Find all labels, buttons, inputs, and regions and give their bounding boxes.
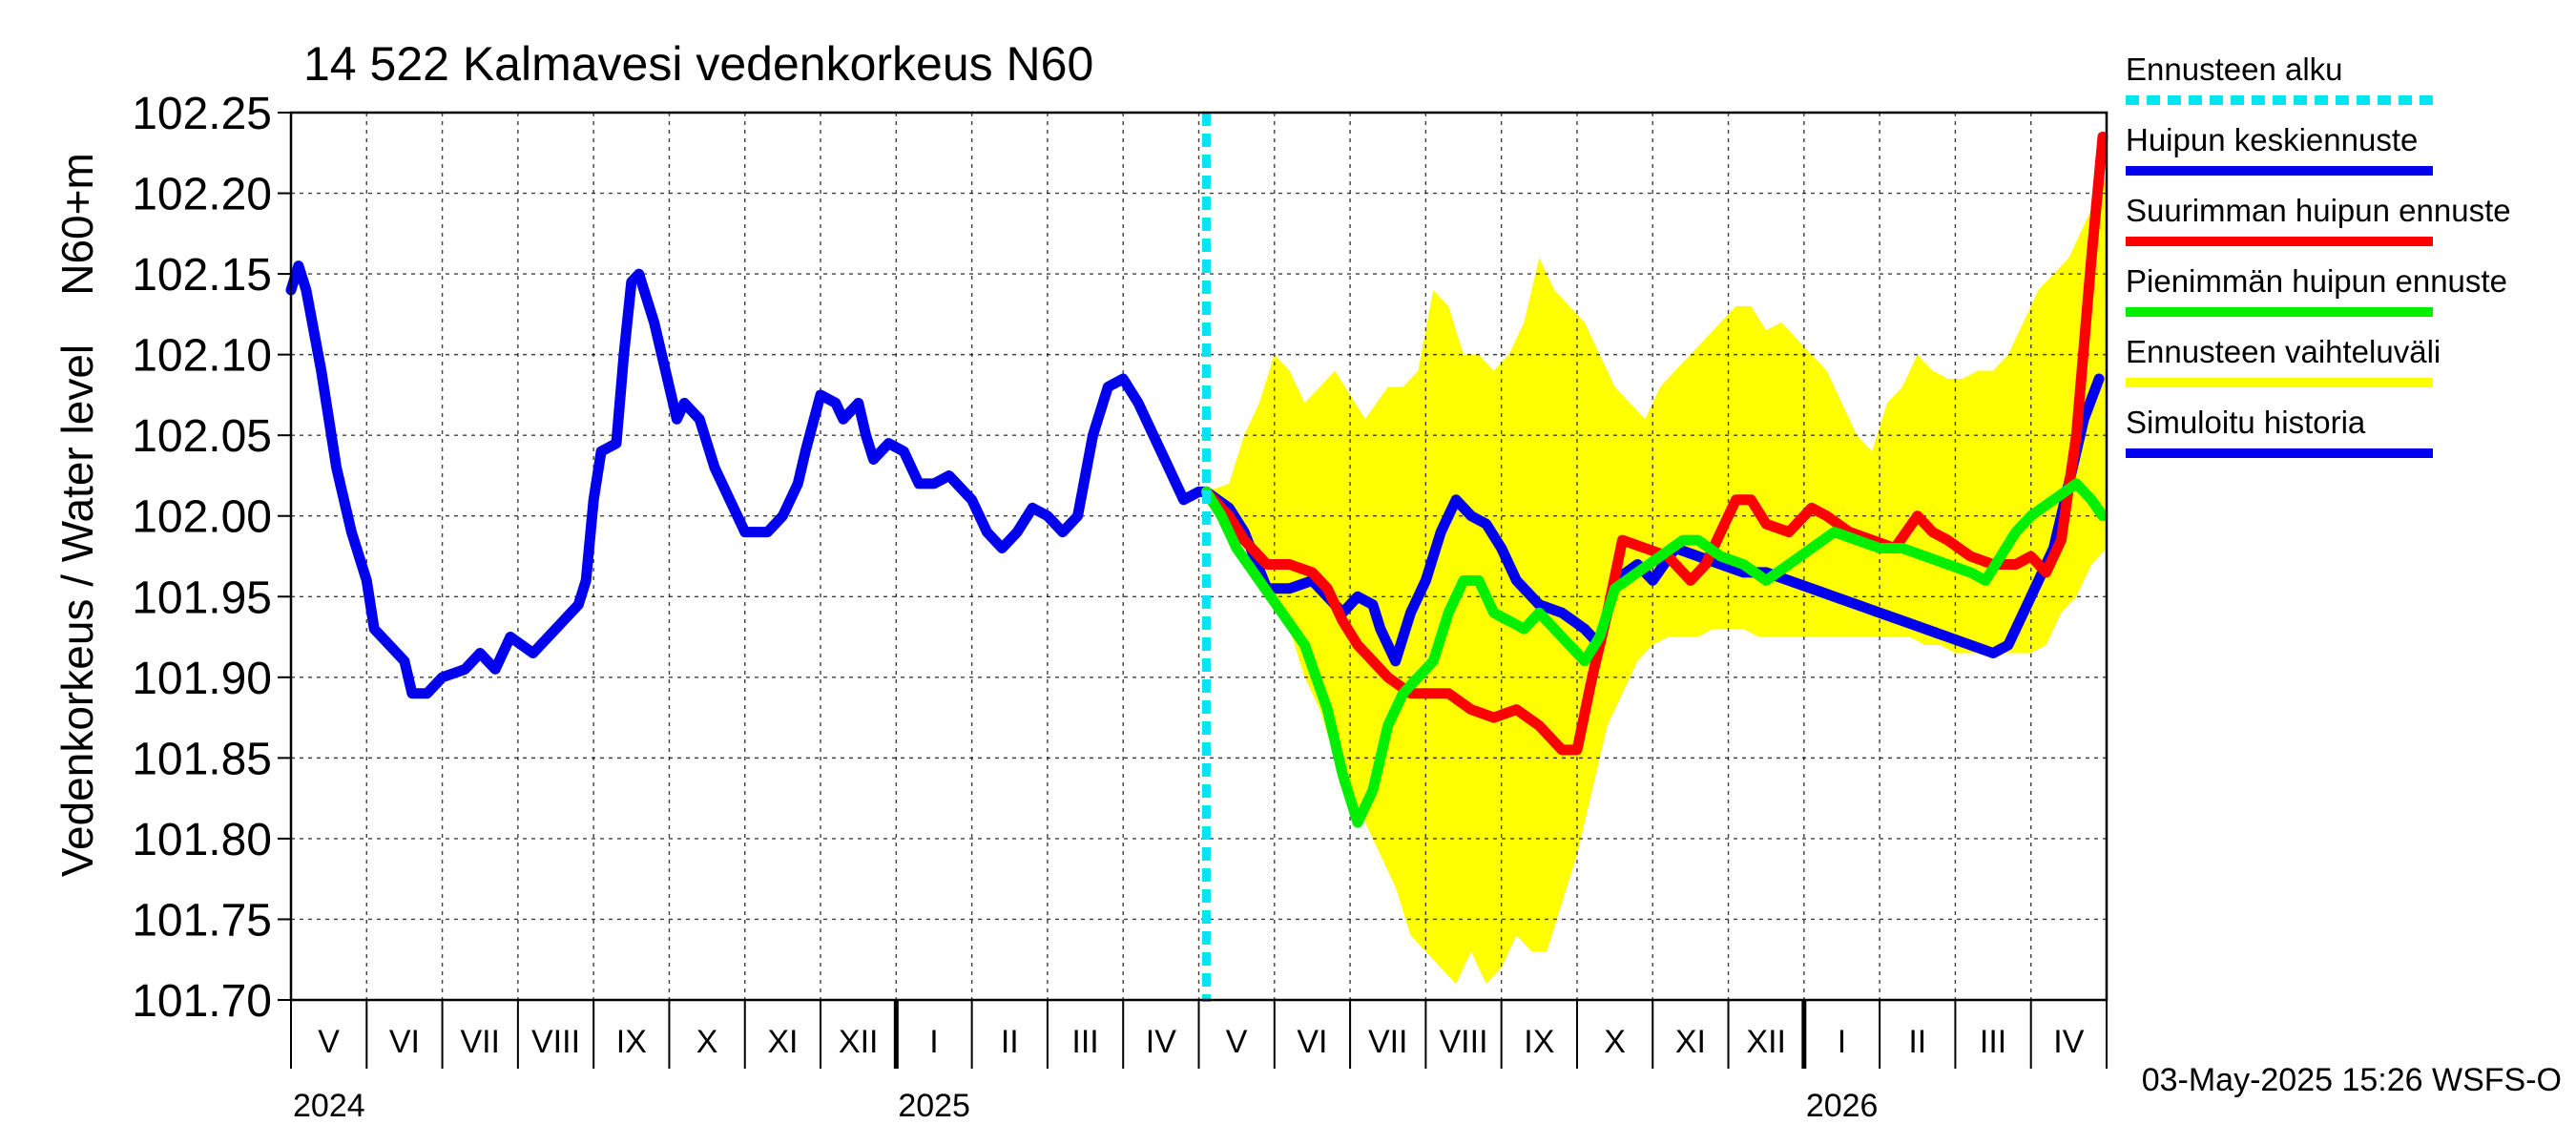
y-tick-label: 101.75 (132, 895, 272, 946)
month-label: X (1604, 1024, 1626, 1060)
y-axis-label: Vedenkorkeus / Water level (52, 344, 102, 877)
series-line-pienimm-n-huipun-ennuste (1200, 478, 2109, 828)
month-label: IX (616, 1024, 647, 1060)
legend-label: Pienimmän huipun ennuste (2126, 263, 2507, 299)
year-label: 2026 (1806, 1088, 1879, 1124)
y-tick-label: 101.90 (132, 654, 272, 704)
series-line-simuloitu-historia (285, 260, 1212, 699)
month-label: VII (460, 1024, 500, 1060)
month-label: III (1980, 1024, 2006, 1060)
y-tick-label: 102.15 (132, 250, 272, 301)
legend-label: Simuloitu historia (2126, 405, 2366, 440)
y-tick-label: 101.80 (132, 815, 272, 865)
legend-label: Ennusteen alku (2126, 52, 2343, 87)
y-tick-label: 101.95 (132, 572, 272, 623)
month-label: III (1071, 1024, 1098, 1060)
month-label: IV (1146, 1024, 1176, 1060)
plot-frame (289, 111, 2109, 1002)
month-label: VII (1368, 1024, 1408, 1060)
chart-title: 14 522 Kalmavesi vedenkorkeus N60 (303, 37, 1093, 91)
month-label: VIII (531, 1024, 580, 1060)
y-tick-label: 102.00 (132, 492, 272, 543)
month-label: XI (767, 1024, 798, 1060)
month-label: V (1226, 1024, 1248, 1060)
y-tick-label: 102.10 (132, 331, 272, 382)
y-tick-label: 102.25 (132, 89, 272, 139)
month-label: XI (1675, 1024, 1706, 1060)
legend-label: Suurimman huipun ennuste (2126, 193, 2511, 228)
month-label: IX (1524, 1024, 1554, 1060)
year-label: 2024 (293, 1088, 365, 1124)
month-label: XII (839, 1024, 879, 1060)
year-label: 2025 (898, 1088, 970, 1124)
month-label: VIII (1440, 1024, 1488, 1060)
month-label: VI (389, 1024, 420, 1060)
month-label: VI (1297, 1024, 1327, 1060)
month-label: I (1838, 1024, 1846, 1060)
y-tick-label: 102.20 (132, 170, 272, 220)
y-tick-label: 102.05 (132, 411, 272, 462)
y-tick-label: 101.85 (132, 734, 272, 784)
timestamp-label: 03-May-2025 15:26 WSFS-O (2142, 1062, 2562, 1098)
month-label: X (696, 1024, 718, 1060)
month-label: I (929, 1024, 938, 1060)
legend-label: Huipun keskiennuste (2126, 122, 2418, 157)
y-tick-label: 101.70 (132, 976, 272, 1027)
axis-layer: 101.70 101.75 101.80 101.85 101.90 101.95 102.… (132, 89, 2109, 1124)
month-label: II (1908, 1024, 1926, 1060)
legend: Ennusteen alku Huipun keskiennuste Suurimm… (2126, 52, 2511, 458)
month-label: V (318, 1024, 340, 1060)
grid-layer (291, 113, 2107, 1000)
series-layer (285, 113, 2109, 1002)
month-label: II (1001, 1024, 1019, 1060)
y-axis-unit-label: N60+m (52, 153, 102, 296)
month-label: XII (1746, 1024, 1786, 1060)
legend-label: Ennusteen vaihteluväli (2126, 334, 2441, 369)
month-label: IV (2053, 1024, 2084, 1060)
